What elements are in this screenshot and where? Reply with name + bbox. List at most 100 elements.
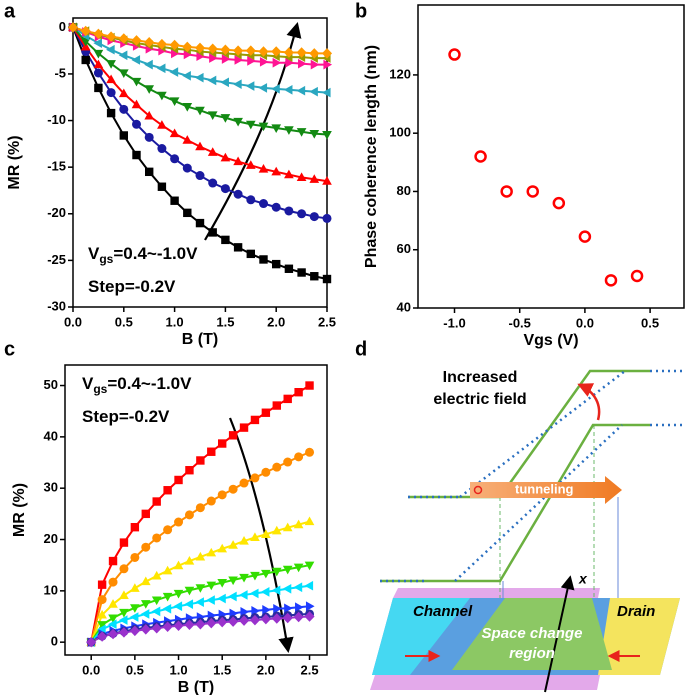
marker	[207, 111, 218, 120]
marker	[97, 595, 107, 605]
marker	[131, 55, 141, 65]
marker	[140, 609, 150, 619]
marker	[151, 596, 162, 606]
marker	[184, 510, 194, 520]
marker	[228, 591, 237, 602]
marker	[285, 57, 294, 68]
marker	[526, 185, 539, 198]
y-tick-label: 10	[44, 582, 58, 597]
marker	[206, 581, 217, 591]
marker	[119, 131, 128, 140]
x-tick-label: 0.0	[82, 662, 100, 677]
x-axis-arrow	[544, 575, 575, 693]
band-edge	[408, 369, 650, 499]
marker	[106, 74, 116, 84]
marker	[239, 573, 249, 583]
x-tick-label: 2.5	[300, 662, 318, 677]
marker	[500, 185, 513, 198]
marker	[259, 199, 268, 209]
marker	[144, 36, 155, 48]
marker	[239, 536, 249, 545]
marker	[195, 597, 204, 607]
marker	[207, 447, 216, 456]
marker	[247, 56, 256, 66]
marker	[108, 614, 118, 624]
y-tick-label: 60	[397, 241, 411, 256]
marker	[261, 467, 271, 477]
x-tick-label: 1.0	[169, 662, 187, 677]
marker	[131, 35, 142, 46]
marker	[228, 616, 239, 627]
marker	[195, 106, 205, 116]
marker	[259, 56, 269, 67]
marker	[239, 478, 249, 488]
y-axis-title: MR (%)	[11, 483, 28, 537]
marker	[239, 423, 249, 432]
marker	[272, 401, 281, 410]
marker	[309, 212, 319, 222]
marker	[157, 120, 167, 129]
marker	[323, 59, 333, 70]
x-axis-title: Vgs (V)	[523, 332, 578, 349]
marker	[246, 249, 255, 259]
marker	[184, 586, 195, 596]
marker	[163, 486, 172, 495]
marker	[283, 394, 292, 404]
marker	[81, 55, 90, 65]
marker	[305, 447, 315, 457]
y-tick-label: 0	[51, 634, 58, 649]
marker	[258, 163, 269, 173]
annotation: Increased	[443, 369, 518, 386]
y-tick-label: 40	[44, 428, 58, 443]
marker	[294, 388, 303, 397]
marker	[206, 547, 217, 557]
marker	[221, 235, 230, 245]
marker	[80, 25, 91, 37]
marker	[220, 184, 230, 194]
marker	[206, 595, 215, 605]
y-tick-label: 50	[44, 377, 58, 392]
marker	[217, 490, 227, 500]
marker	[162, 621, 173, 633]
marker	[174, 517, 184, 527]
annotation-subscript: gs	[99, 252, 113, 266]
marker	[217, 579, 228, 588]
annotation-subscript: gs	[93, 382, 107, 396]
marker	[305, 601, 315, 612]
marker	[296, 172, 307, 181]
marker	[322, 176, 332, 185]
marker	[106, 31, 117, 42]
x-tick-label: 0.0	[64, 314, 82, 329]
marker	[145, 167, 154, 177]
marker	[119, 104, 129, 114]
marker	[171, 48, 180, 59]
x-tick-label: 2.0	[267, 314, 285, 329]
marker	[93, 38, 102, 49]
marker	[97, 609, 107, 619]
annotation: electric field	[433, 391, 526, 408]
marker	[107, 619, 117, 630]
region-label: Drain	[617, 603, 655, 620]
marker	[173, 560, 184, 570]
marker	[173, 620, 184, 631]
marker	[140, 576, 151, 586]
marker	[293, 611, 304, 623]
panel-label: d	[355, 338, 367, 360]
marker	[282, 583, 292, 594]
marker	[238, 590, 248, 600]
x-tick-label: 0.0	[576, 315, 594, 330]
marker	[283, 457, 293, 467]
marker	[108, 577, 118, 587]
marker	[294, 452, 304, 462]
marker	[258, 83, 268, 93]
marker	[97, 580, 107, 589]
x-tick-label: 0.5	[115, 314, 133, 329]
marker	[282, 565, 293, 575]
y-tick-label: 20	[44, 531, 58, 546]
marker	[151, 623, 162, 634]
marker	[233, 45, 244, 56]
axis-label: x	[578, 571, 588, 587]
marker	[106, 108, 116, 118]
channel-region	[372, 598, 470, 675]
x-axis-title: B (T)	[178, 679, 214, 695]
